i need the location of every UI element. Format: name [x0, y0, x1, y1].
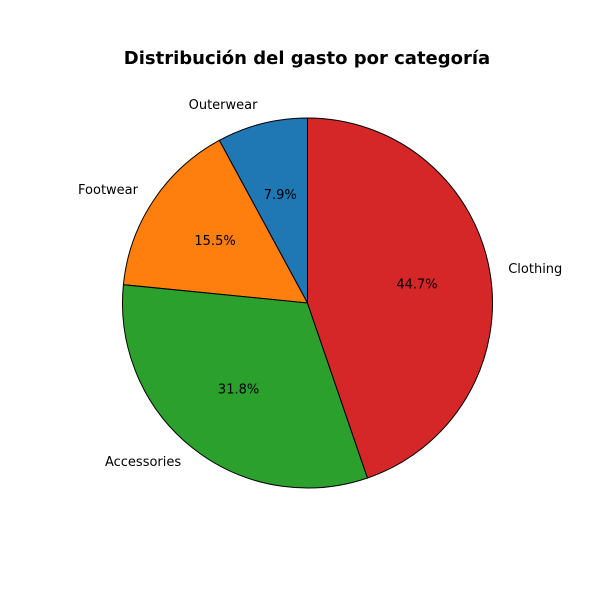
pie-slice-accessories	[122, 284, 368, 489]
pie-slice-clothing	[307, 117, 493, 479]
slice-label-accessories: Accessories	[105, 455, 181, 470]
pie-slice-outerwear	[218, 117, 308, 304]
pie-slice-footwear	[122, 139, 308, 304]
pie-slices	[122, 117, 493, 489]
pct-label-outerwear: 7.9%	[264, 188, 297, 203]
chart-title: Distribución del gasto por categoría	[124, 48, 490, 69]
pct-label-footwear: 15.5%	[194, 234, 235, 249]
pct-label-clothing: 44.7%	[396, 277, 437, 292]
slice-label-outerwear: Outerwear	[189, 98, 259, 113]
pie-labels: 7.9% Outerwear 15.5% Footwear 31.8% Accessori…	[78, 98, 562, 470]
pct-label-accessories: 31.8%	[218, 383, 259, 398]
slice-label-clothing: Clothing	[508, 262, 562, 277]
slice-label-footwear: Footwear	[78, 183, 139, 198]
